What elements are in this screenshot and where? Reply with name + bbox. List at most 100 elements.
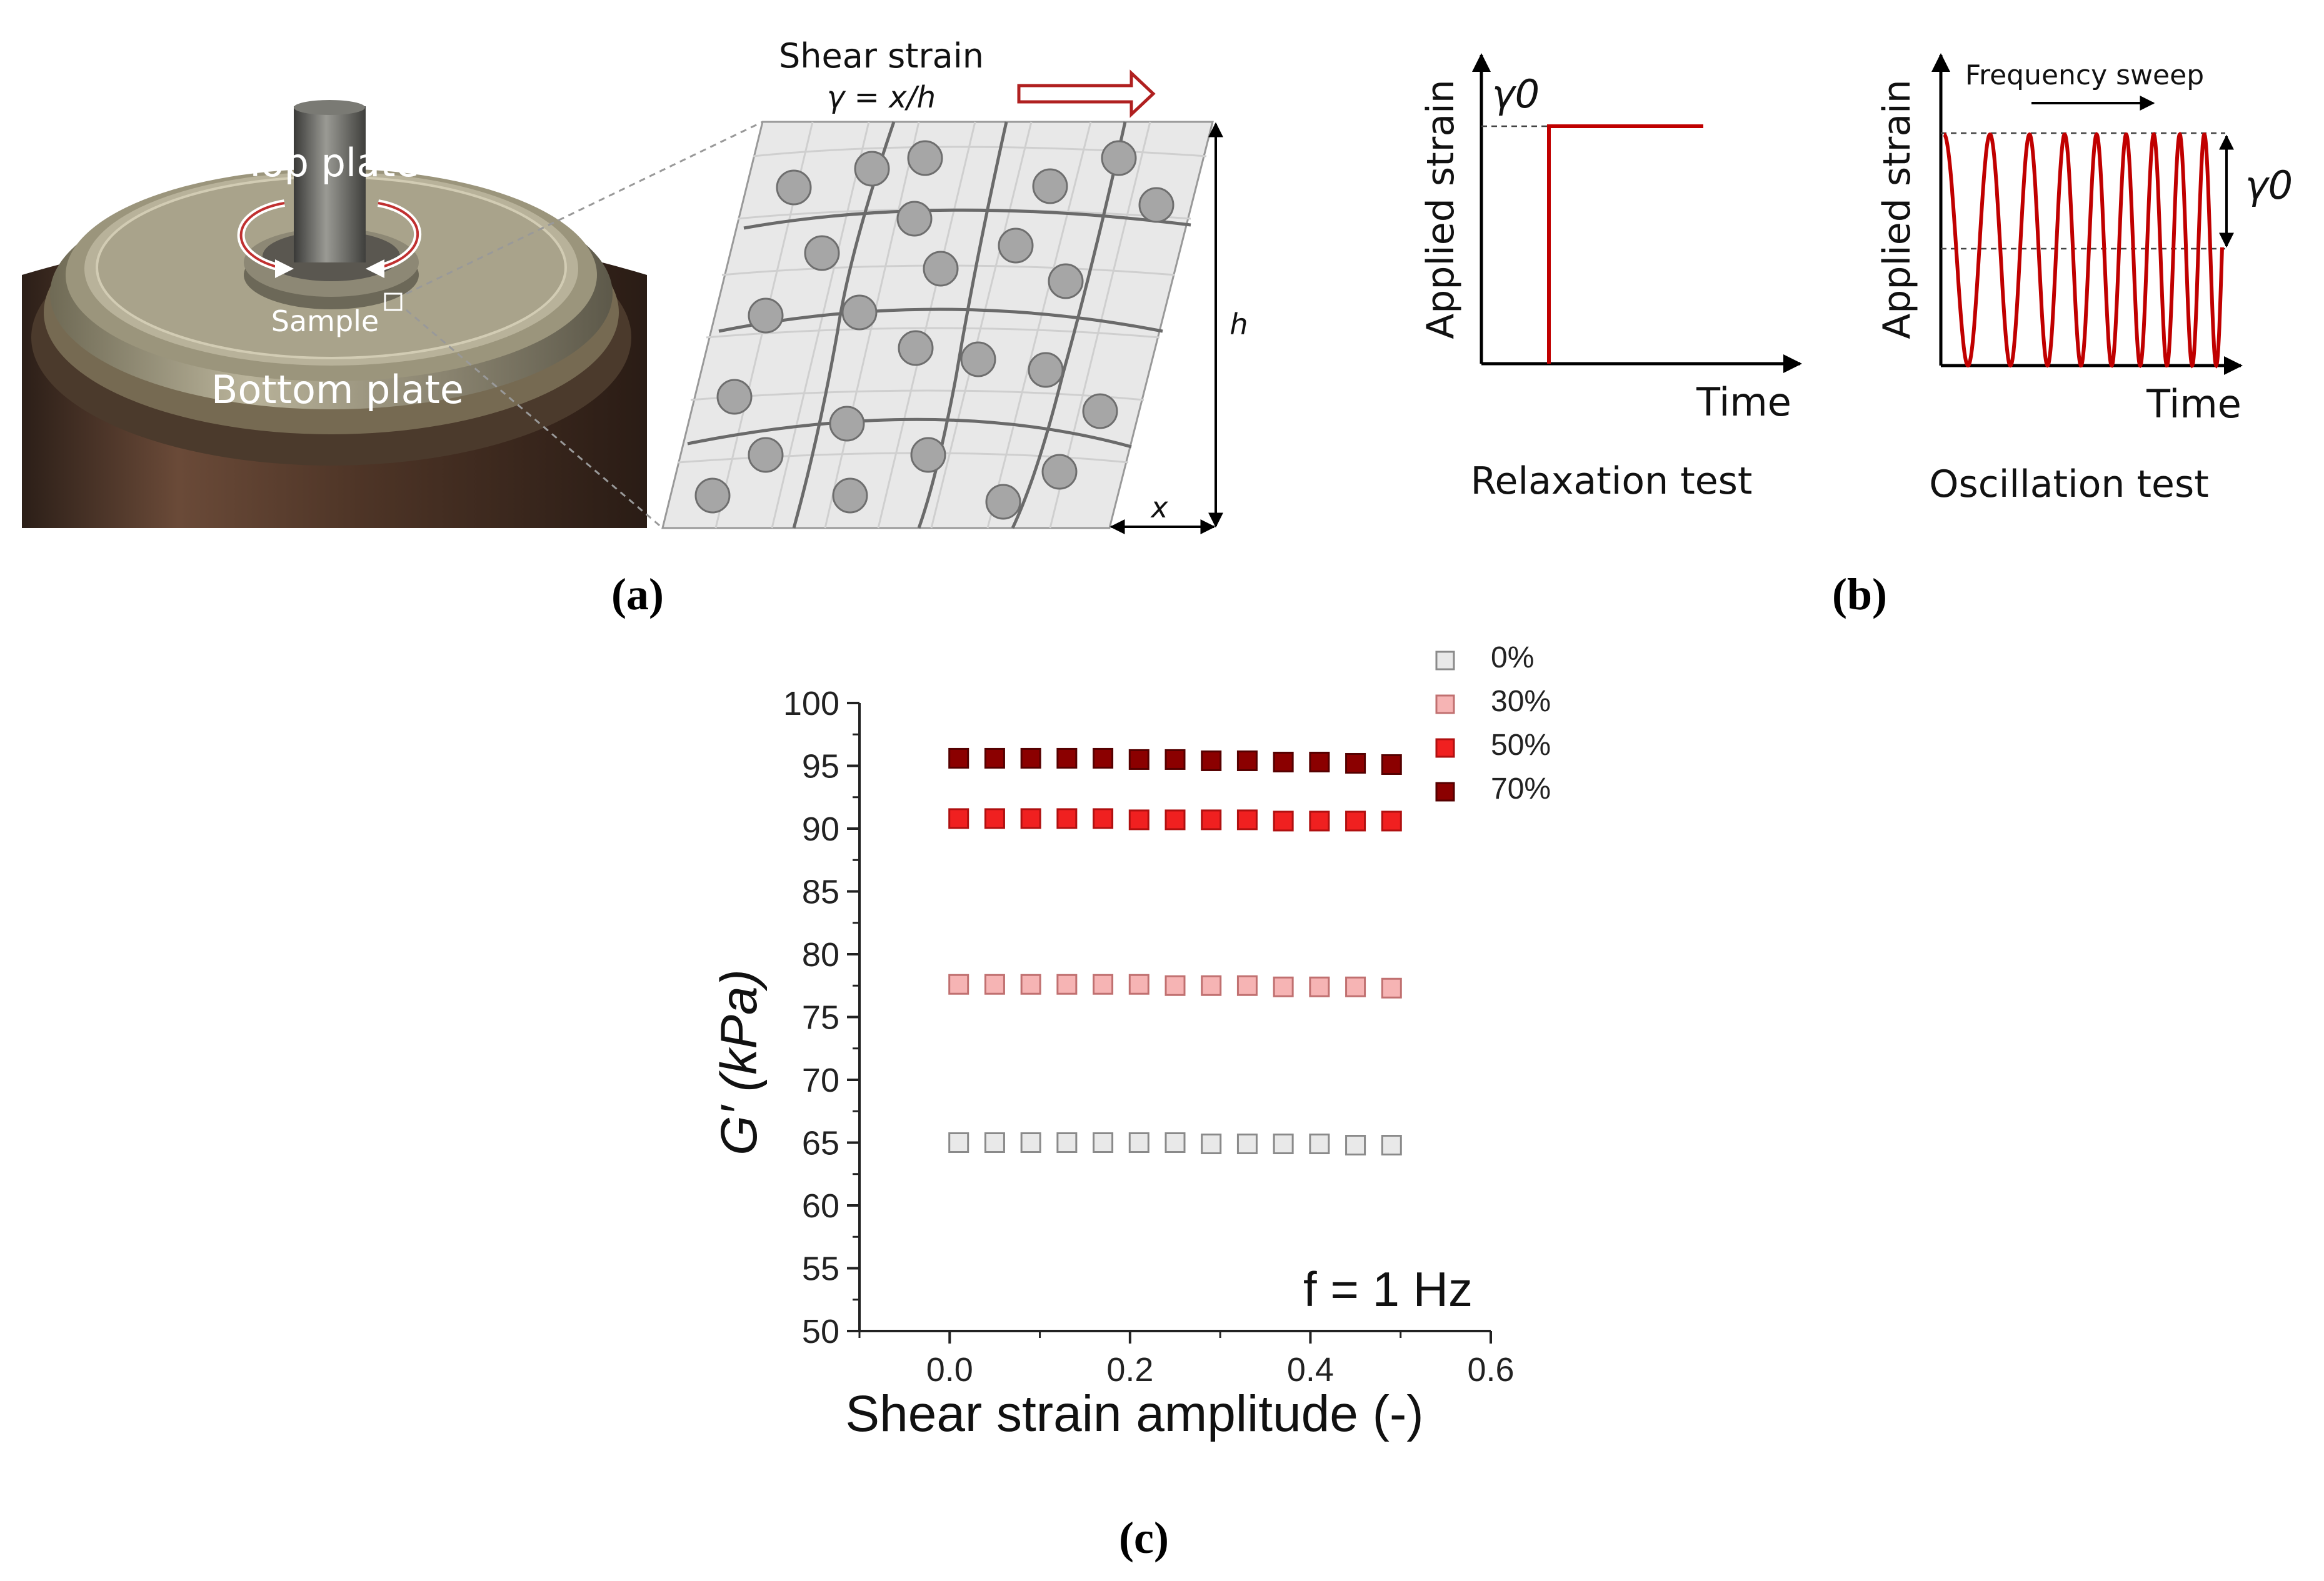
data-point (1165, 975, 1186, 996)
bottom-plate-label: Bottom plate (211, 367, 464, 412)
data-point (1056, 747, 1078, 769)
oscillation-gamma-label: γ0 (2245, 162, 2293, 208)
data-point (984, 747, 1005, 769)
data-point (1381, 1135, 1402, 1156)
legend-marker (1435, 651, 1455, 671)
legend-marker (1435, 738, 1455, 758)
data-point (1309, 810, 1330, 832)
data-point (1273, 810, 1294, 832)
relaxation-xlabel: Time (1696, 379, 1791, 425)
data-point (1309, 1134, 1330, 1155)
data-point (1165, 1132, 1186, 1153)
data-point (984, 974, 1005, 995)
chart-axes (858, 703, 1491, 1332)
chart-ylabel: G′ (kPa) (711, 969, 768, 1155)
y-tick-label: 100 (783, 685, 839, 722)
shear-strain-title: Shear strain (779, 36, 984, 76)
data-point (1381, 754, 1402, 775)
x-tick-label: 0.2 (1106, 1351, 1153, 1389)
data-point (1128, 974, 1149, 995)
legend-label: 30% (1491, 685, 1551, 718)
data-point (1093, 974, 1114, 995)
data-point (1273, 751, 1294, 772)
x-tick-label: 0.4 (1287, 1351, 1334, 1389)
shear-schematic (661, 121, 1214, 529)
data-point (1093, 808, 1114, 829)
data-point (1309, 751, 1330, 772)
data-point (1345, 810, 1366, 832)
data-point (1165, 809, 1186, 830)
oscillation-ylabel: Applied strain (1875, 79, 1919, 339)
chart-legend: 0% 30% 50% 70% (1435, 641, 1551, 805)
data-point (1020, 747, 1041, 769)
data-point (1381, 977, 1402, 999)
chart-points (948, 747, 1402, 1156)
legend-label: 0% (1491, 641, 1534, 674)
oscillation-wave-line (1943, 131, 2224, 369)
data-point (1093, 1132, 1114, 1153)
data-point (1128, 809, 1149, 830)
legend-label: 70% (1491, 772, 1551, 805)
x-tick-label: 0.6 (1467, 1351, 1514, 1389)
data-point (1273, 1134, 1294, 1155)
data-point (1309, 976, 1330, 997)
data-point (1201, 750, 1222, 771)
relaxation-step-line (1547, 124, 1703, 364)
data-point (1093, 747, 1114, 769)
frequency-sweep-label: Frequency sweep (1965, 59, 2204, 91)
chart-c: 50 55 60 65 70 75 80 85 90 95 100 0.0 0.2 0.4 0.6 0% 30… (783, 641, 1551, 1389)
oscillation-xlabel: Time (2146, 381, 2241, 427)
data-point (1128, 1132, 1149, 1153)
relaxation-plot (1472, 53, 1802, 373)
data-point (1020, 808, 1041, 829)
chart-xlabel: Shear strain amplitude (-) (845, 1385, 1423, 1442)
sample-label: Sample (271, 304, 379, 338)
oscillation-plot (1931, 53, 2243, 375)
data-point (1056, 1132, 1078, 1153)
relaxation-title: Relaxation test (1471, 459, 1753, 503)
top-plate-label: Top plate (243, 140, 419, 186)
data-point (1236, 975, 1258, 996)
relaxation-ylabel: Applied strain (1419, 79, 1463, 339)
legend-marker (1435, 694, 1455, 714)
data-point (1201, 809, 1222, 830)
h-label: h (1230, 307, 1248, 341)
data-point (1056, 974, 1078, 995)
data-point (1236, 750, 1258, 771)
data-point (1201, 975, 1222, 996)
data-point (1201, 1134, 1222, 1155)
y-tick-label: 85 (802, 874, 839, 911)
data-point (1020, 1132, 1041, 1153)
data-point (1345, 1135, 1366, 1156)
y-tick-label: 70 (802, 1062, 839, 1099)
y-tick-label: 90 (802, 810, 839, 848)
y-tick-label: 95 (802, 748, 839, 786)
y-tick-label: 60 (802, 1187, 839, 1225)
data-point (948, 1132, 969, 1153)
data-point (1236, 809, 1258, 830)
data-point (1056, 808, 1078, 829)
data-point (948, 747, 969, 769)
caption-b: (b) (1832, 569, 1887, 619)
data-point (1381, 810, 1402, 832)
panel-a-rheometer-render (22, 0, 647, 528)
oscillation-title: Oscillation test (1929, 462, 2208, 506)
data-point (1345, 752, 1366, 774)
y-tick-label: 50 (802, 1313, 839, 1350)
data-point (1020, 974, 1041, 995)
relaxation-gamma-label: γ0 (1492, 71, 1540, 117)
data-point (1165, 749, 1186, 770)
data-point (984, 1132, 1005, 1153)
x-label: x (1149, 491, 1168, 524)
zoom-line-top (406, 121, 763, 295)
y-tick-label: 80 (802, 936, 839, 974)
caption-c: (c) (1119, 1513, 1169, 1563)
data-point (948, 808, 969, 829)
x-tick-label: 0.0 (926, 1351, 973, 1389)
data-point (1273, 976, 1294, 997)
y-tick-label: 65 (802, 1125, 839, 1162)
data-point (984, 808, 1005, 829)
legend-label: 50% (1491, 729, 1551, 762)
data-point (1128, 749, 1149, 770)
